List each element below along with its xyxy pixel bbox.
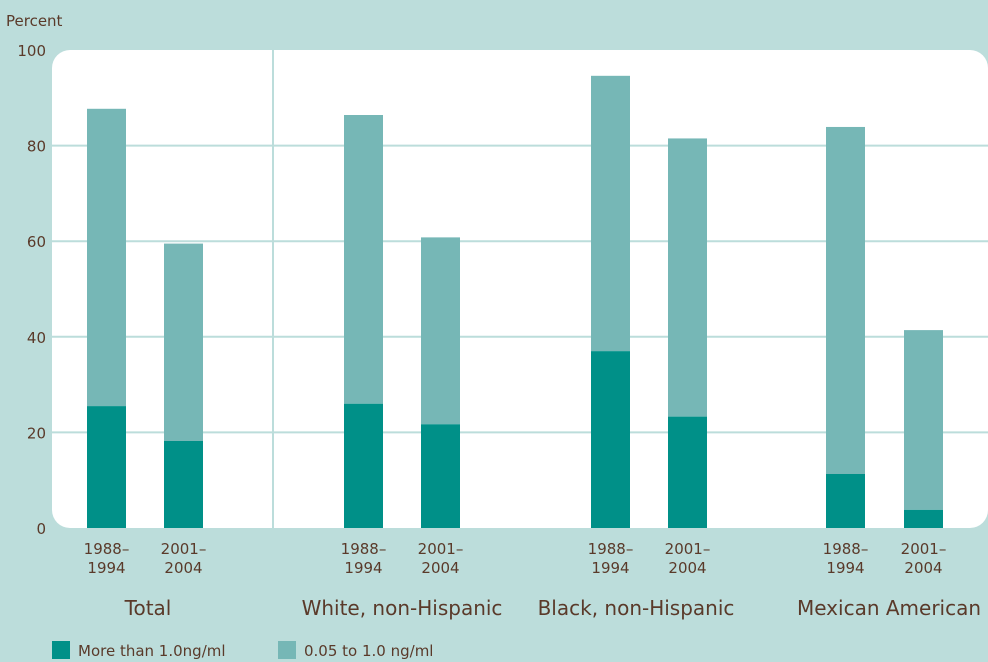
bar-segment-more-than-1.0 [421,424,460,528]
bar-segment-0.05-to-1.0 [904,330,943,510]
bar-segment-more-than-1.0 [344,403,383,528]
bar-segment-more-than-1.0 [87,406,126,528]
legend-label: More than 1.0ng/ml [78,642,226,660]
group-label: Mexican American [797,596,981,620]
y-tick-label: 40 [27,329,46,347]
bar-segment-0.05-to-1.0 [826,126,865,474]
x-tick-label: 1988– 1994 [341,540,387,577]
x-tick-label: 2001– 2004 [665,540,711,577]
y-tick-label: 100 [17,42,46,60]
x-tick-label: 2001– 2004 [418,540,464,577]
bar-segment-more-than-1.0 [826,473,865,528]
bar-segment-0.05-to-1.0 [87,108,126,407]
bar-segment-more-than-1.0 [591,351,630,528]
y-axis-label: Percent [6,12,63,30]
x-tick-label: 1988– 1994 [84,540,130,577]
bar-segment-more-than-1.0 [668,416,707,528]
legend-swatch [52,641,70,659]
legend-swatch [278,641,296,659]
bar-segment-0.05-to-1.0 [164,243,203,442]
x-tick-label: 1988– 1994 [588,540,634,577]
bar-segment-0.05-to-1.0 [668,138,707,417]
bar-segment-0.05-to-1.0 [344,115,383,404]
y-tick-label: 0 [36,520,46,538]
y-tick-label: 20 [27,424,46,442]
group-label: Black, non-Hispanic [538,596,735,620]
y-tick-label: 80 [27,138,46,156]
bar-segment-more-than-1.0 [904,509,943,528]
y-tick-label: 60 [27,233,46,251]
x-tick-label: 2001– 2004 [901,540,947,577]
bar-segment-0.05-to-1.0 [591,75,630,352]
x-tick-label: 2001– 2004 [161,540,207,577]
group-label: Total [124,596,172,620]
group-label: White, non-Hispanic [302,596,503,620]
x-tick-label: 1988– 1994 [823,540,869,577]
legend-label: 0.05 to 1.0 ng/ml [304,642,433,660]
bar-segment-more-than-1.0 [164,441,203,528]
plot-area [52,50,988,528]
bar-segment-0.05-to-1.0 [421,237,460,425]
